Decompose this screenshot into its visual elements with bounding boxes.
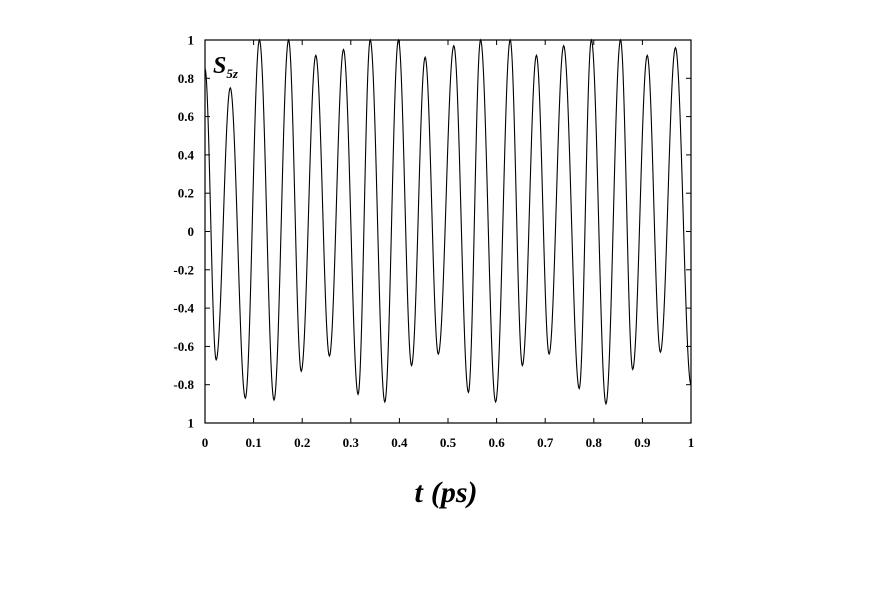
- y-tick-label: 0.2: [178, 186, 194, 201]
- plot-frame: [204, 39, 692, 424]
- x-tick-label: 0.5: [440, 435, 457, 450]
- series-label: S5z: [213, 53, 239, 81]
- y-axis-ticks: 1 0.8 0.6 0.4 0.2 0 -0.2 -0.4 -0.6 -0.8 1: [173, 33, 691, 431]
- series-line: [204, 38, 692, 406]
- y-tick-label: 0.6: [178, 109, 195, 124]
- series-label-subscript: 5z: [226, 66, 239, 81]
- x-tick-label: 0.6: [488, 435, 505, 450]
- x-tick-label: 0.1: [245, 435, 261, 450]
- x-tick-label: 0.7: [537, 435, 554, 450]
- y-tick-label: 1: [188, 33, 195, 48]
- y-tick-label: 1: [188, 416, 195, 431]
- x-tick-label: 0.4: [391, 435, 408, 450]
- y-tick-label: 0.4: [178, 147, 195, 162]
- y-tick-label: -0.2: [173, 262, 194, 277]
- y-tick-label: 0: [188, 224, 195, 239]
- series-label-main: S: [213, 53, 226, 79]
- x-tick-label: 0.8: [586, 435, 603, 450]
- x-axis-variable: t: [415, 476, 425, 509]
- x-axis-ticks: 0 0.1 0.2 0.3 0.4 0.5 0.6 0.7 0.8 0.9 1: [202, 40, 695, 450]
- x-tick-label: 0.9: [634, 435, 651, 450]
- x-axis-title: t (ps): [415, 476, 478, 509]
- y-tick-label: 0.8: [178, 71, 195, 86]
- y-tick-label: -0.6: [173, 339, 194, 354]
- y-tick-label: -0.8: [173, 377, 194, 392]
- x-tick-label: 0.2: [294, 435, 310, 450]
- x-axis-unit: (ps): [431, 476, 478, 509]
- y-tick-label: -0.4: [173, 301, 194, 316]
- x-tick-label: 0: [202, 435, 209, 450]
- x-tick-label: 0.3: [343, 435, 360, 450]
- x-tick-label: 1: [688, 435, 695, 450]
